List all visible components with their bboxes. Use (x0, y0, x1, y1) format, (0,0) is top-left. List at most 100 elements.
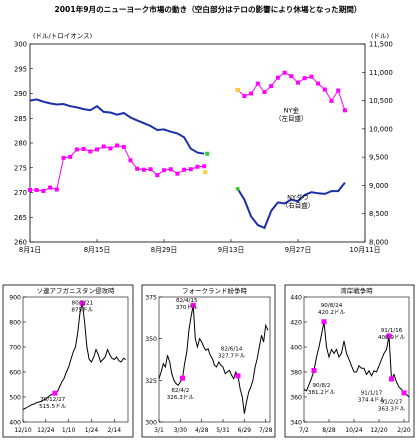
main-gold-marker (135, 166, 140, 171)
main-gold-marker (54, 187, 59, 192)
sub2-y-tick-label: 350 (145, 336, 157, 343)
main-x-tick-label: 8月15日 (84, 246, 111, 254)
sub1-marker (79, 300, 85, 306)
sub3-marker (386, 333, 392, 339)
main-gold-marker (108, 146, 113, 151)
sub3-annotation: 420.2ドル (318, 310, 346, 316)
main-left-tick-label: 285 (14, 115, 27, 123)
main-dow-line (29, 98, 205, 155)
sub3-marker (311, 368, 317, 373)
main-gold-marker (289, 74, 294, 79)
main-x-tick-label: 9月13日 (218, 246, 245, 254)
sub3-y-tick-label: 420 (290, 320, 302, 327)
sub1-x-tick-label: 1/24 (85, 427, 99, 434)
main-gold-marker (48, 185, 53, 190)
sub1-y-tick-label: 900 (9, 295, 21, 302)
main-gold-marker (249, 91, 254, 96)
sub3-annotation: 90/8/24 (321, 303, 343, 309)
main-left-tick-label: 260 (14, 239, 27, 247)
main-dow-line (236, 181, 346, 230)
main-gold-marker (101, 144, 106, 149)
sub2-panel-border (141, 284, 276, 438)
main-left-tick-label: 290 (14, 90, 27, 98)
main-right-tick-label: 9,000 (369, 182, 388, 190)
main-gold-marker (88, 149, 93, 154)
sub2-marker (235, 373, 241, 379)
sub1-x-tick-label: 12/10 (14, 427, 31, 434)
sub1-y-tick-label: 700 (9, 345, 21, 352)
sub3-panel-border (284, 284, 415, 438)
main-gold-marker (255, 81, 260, 86)
main-gold-marker (269, 84, 274, 89)
sub2-marker (190, 302, 196, 308)
main-gold-marker (155, 173, 160, 178)
sub2-y-tick-label: 375 (145, 295, 157, 302)
main-gold-line (30, 144, 205, 192)
figure-title: 2001年9月のニューヨーク市場の動き（空白部分はテロの影響により休場となった期… (54, 4, 361, 14)
sub2-annotation: 370ドル (176, 305, 198, 311)
sub3-y-tick-label: 360 (290, 395, 302, 402)
main-gold-marker (28, 188, 32, 193)
sub2-x-tick-label: 5/31 (216, 427, 230, 434)
main-gold-marker (329, 98, 334, 103)
main-left-axis-label: (ドル/トロイオンス) (33, 32, 92, 40)
sub3-annotation: 363.3ドル (378, 406, 406, 412)
main-gold-marker (316, 81, 321, 86)
sub1-plot-frame (22, 296, 129, 423)
sub2-line (158, 305, 269, 414)
main-gold-marker (262, 90, 267, 95)
sub1-panel-border (2, 284, 134, 438)
sub2-x-tick-label: 4/28 (195, 427, 209, 434)
main-gold-marker (148, 167, 153, 172)
main-gold-marker (141, 167, 146, 172)
sub1-annotation: 79/12/27 (40, 397, 66, 403)
sub1-annotation: 515.5ドル (39, 404, 67, 410)
sub2-annotation: 326.3ドル (167, 395, 195, 401)
sub2-x-tick-label: 7/28 (259, 427, 273, 434)
main-gold-marker (309, 74, 314, 79)
main-gold-marker (182, 167, 187, 172)
sub2-x-tick-label: 6/29 (238, 427, 252, 434)
sub3-marker (321, 319, 327, 325)
main-right-tick-label: 9,500 (369, 154, 388, 162)
main-gold-marker (275, 75, 280, 80)
main-right-tick-label: 11,500 (369, 41, 393, 49)
sub1-y-tick-label: 400 (9, 420, 21, 427)
main-right-tick-label: 8,000 (369, 239, 388, 247)
sub1-y-tick-label: 600 (9, 370, 21, 377)
main-x-tick-label: 10月11日 (350, 246, 381, 254)
sub1-x-tick-label: 1/10 (62, 427, 76, 434)
main-yellow-marker (203, 170, 208, 175)
sub1-x-tick-label: 12/24 (37, 427, 54, 434)
sub3-annotation: 374.4ドル (358, 398, 386, 404)
main-right-tick-label: 10,500 (369, 97, 393, 105)
main-right-axis-label: (ドル) (371, 32, 389, 40)
sub3-marker (401, 390, 407, 396)
sub1-annotation: 80/1/21 (72, 301, 94, 307)
sub2-x-tick-label: 3/1 (154, 427, 164, 434)
sub3-annotation: 91/1/17 (361, 391, 383, 397)
sub3-annotation: 91/2/27 (381, 399, 403, 405)
sub3-y-tick-label: 340 (290, 420, 302, 427)
main-gold-marker (336, 88, 341, 93)
sub2-x-tick-label: 3/30 (174, 427, 188, 434)
sub3-y-tick-label: 380 (290, 370, 302, 377)
main-plot-frame (29, 43, 366, 243)
main-gold-marker (115, 143, 120, 148)
main-series-annotation: NY金 (284, 105, 300, 114)
sub2-marker (179, 375, 185, 381)
main-series-annotation: NYダウ (287, 192, 309, 201)
main-yellow-marker (235, 88, 240, 93)
sub3-annotation: 408.9ドル (378, 335, 406, 341)
sub3-marker (389, 376, 394, 382)
main-gold-marker (342, 108, 347, 113)
sub2-annotation: 82/4/2 (171, 388, 189, 394)
main-gold-marker (188, 167, 193, 172)
sub1-y-tick-label: 500 (9, 395, 21, 402)
sub3-x-tick-label: 10/24 (345, 427, 362, 434)
sub3-y-tick-label: 440 (290, 295, 302, 302)
main-x-tick-label: 8月1日 (19, 246, 41, 254)
sub2-annotation: 82/4/15 (176, 298, 198, 304)
main-gold-marker (74, 147, 79, 152)
main-gold-marker (162, 168, 166, 173)
